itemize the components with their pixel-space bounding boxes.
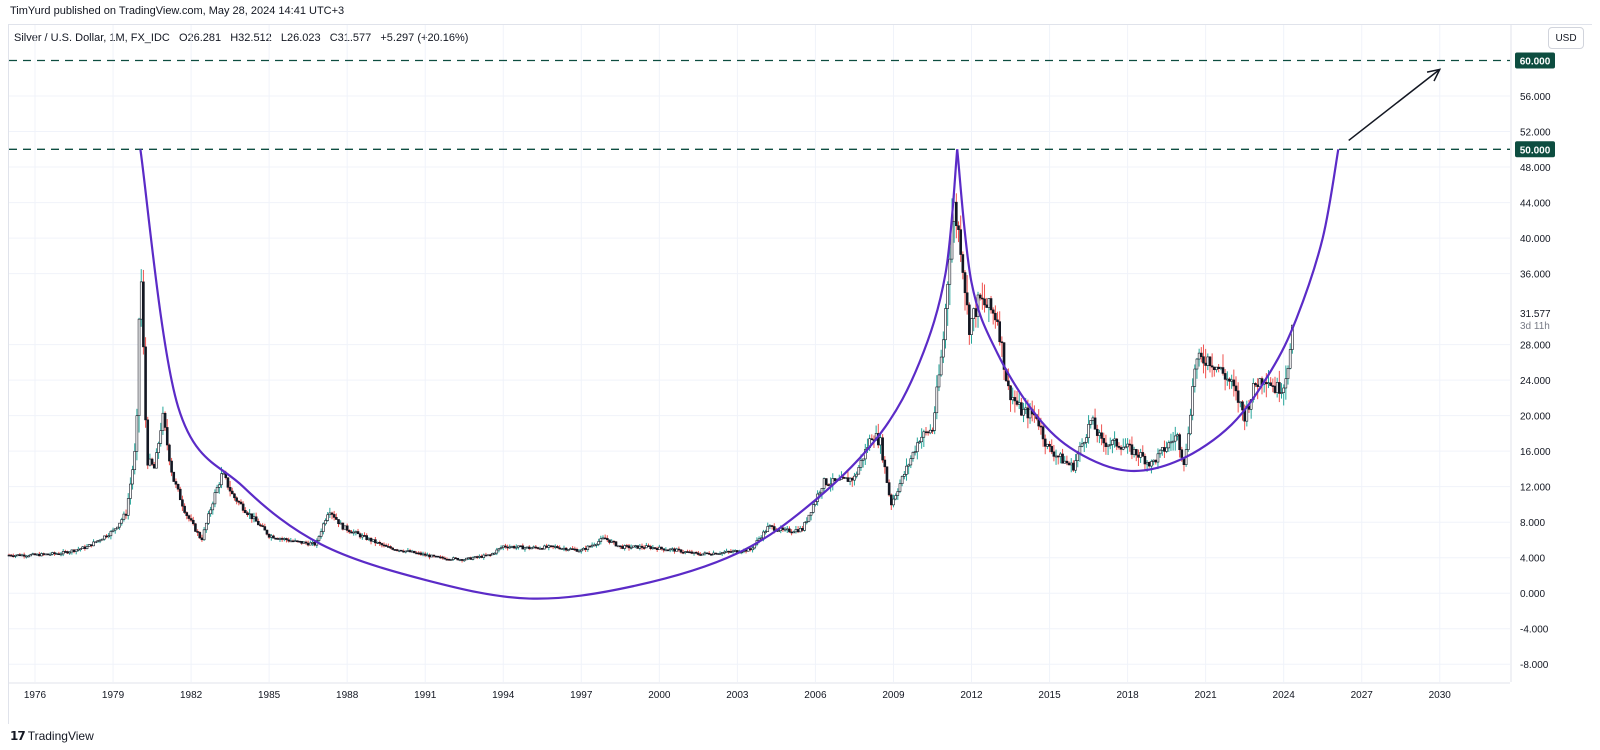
currency-button[interactable]: USD: [1548, 27, 1584, 49]
tradingview-logo-icon: 𝟭𝟳: [10, 729, 26, 743]
legend-low: L26.023: [280, 32, 321, 44]
legend-open: O26.281: [178, 32, 222, 44]
legend-high: H32.512: [230, 32, 272, 44]
publisher-header: TimYurd published on TradingView.com, Ma…: [10, 5, 345, 17]
legend-symbol[interactable]: Silver / U.S. Dollar, 1M, FX_IDC: [14, 32, 170, 44]
chart-frame: [8, 24, 1592, 724]
chart-legend: Silver / U.S. Dollar, 1M, FX_IDC O26.281…: [14, 32, 474, 44]
legend-change: +5.297 (+20.16%): [380, 32, 469, 44]
footer-branding[interactable]: 𝟭𝟳 TradingView: [10, 729, 94, 743]
legend-close: C31.577: [329, 32, 372, 44]
footer-logo-text: TradingView: [27, 729, 94, 743]
